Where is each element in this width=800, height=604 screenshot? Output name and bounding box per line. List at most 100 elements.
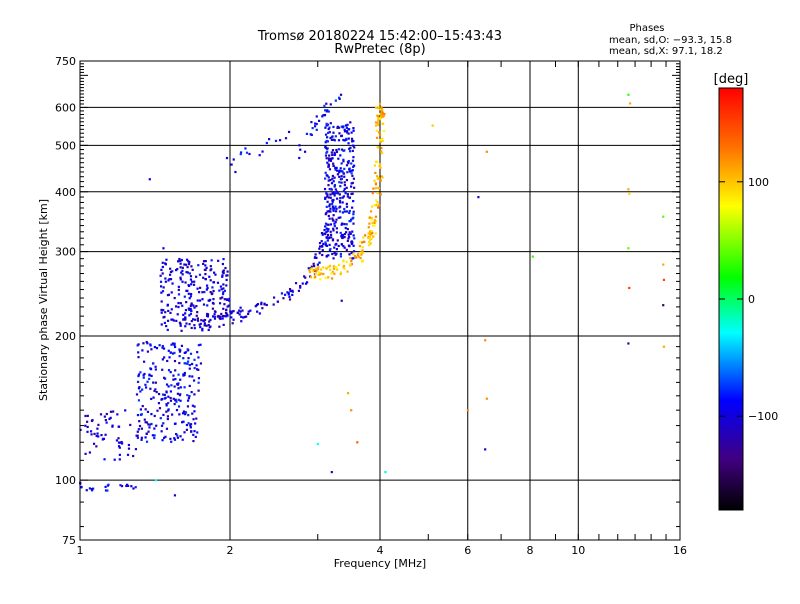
data-point (327, 179, 330, 182)
data-point (360, 260, 364, 263)
data-point (181, 304, 184, 307)
data-point (352, 144, 355, 147)
data-point (135, 393, 139, 396)
data-point (347, 233, 350, 236)
data-point (346, 227, 349, 231)
data-point (345, 130, 349, 133)
data-point (263, 302, 266, 305)
data-point (152, 381, 155, 384)
data-point (337, 216, 340, 219)
data-point (628, 192, 631, 196)
data-point (301, 282, 304, 285)
data-point (116, 413, 119, 416)
data-point (160, 430, 163, 433)
data-point (230, 316, 233, 319)
data-point (171, 342, 175, 345)
data-point (161, 265, 164, 269)
data-point (287, 292, 290, 295)
data-point (359, 240, 362, 244)
data-point (196, 317, 199, 320)
data-point (347, 132, 350, 135)
data-point (321, 233, 324, 236)
data-point (181, 269, 184, 272)
data-point (220, 312, 223, 316)
data-point (327, 184, 330, 187)
data-point (173, 438, 177, 441)
phases-o-stats: mean, sd,O: −93.3, 15.8 (609, 35, 732, 46)
data-point (161, 261, 164, 264)
data-point (109, 416, 112, 419)
data-point (97, 423, 100, 426)
data-point (136, 380, 140, 383)
data-point (342, 266, 345, 269)
data-point (331, 149, 335, 152)
data-point (340, 169, 343, 173)
data-point (327, 165, 330, 168)
data-point (225, 156, 229, 160)
data-point (173, 342, 176, 345)
data-point (221, 270, 225, 273)
data-point (313, 256, 317, 259)
data-point (202, 260, 206, 263)
data-point (192, 439, 195, 443)
data-point (108, 417, 111, 421)
data-point (361, 246, 364, 249)
data-point (223, 315, 227, 318)
data-point (304, 276, 307, 279)
data-point (342, 149, 345, 152)
data-point (328, 205, 331, 208)
data-point (155, 346, 159, 350)
data-point (203, 290, 206, 294)
data-point (368, 235, 371, 238)
data-point (339, 252, 342, 256)
data-point (175, 408, 179, 412)
data-point (195, 275, 198, 278)
data-point (168, 356, 171, 359)
data-point (185, 423, 189, 427)
data-point (314, 273, 317, 276)
data-point (120, 484, 124, 488)
data-point (104, 489, 108, 492)
data-point (95, 445, 98, 448)
data-point (348, 253, 351, 256)
data-point (338, 171, 341, 174)
data-point (485, 150, 488, 153)
data-point (170, 384, 173, 387)
data-point (160, 291, 163, 294)
data-point (367, 232, 370, 235)
data-point (230, 312, 233, 315)
data-point (221, 317, 224, 320)
data-point (338, 193, 341, 196)
data-point (350, 192, 353, 196)
data-point (329, 196, 332, 199)
data-point (372, 235, 375, 238)
data-point (346, 131, 349, 134)
data-point (333, 246, 336, 249)
data-point (326, 195, 329, 198)
data-point (322, 266, 325, 269)
data-point (350, 137, 354, 140)
data-point (333, 251, 336, 254)
data-point (326, 200, 329, 203)
data-point (193, 358, 196, 361)
data-point (175, 305, 178, 308)
x-tick-label: 6 (464, 544, 471, 557)
data-point (166, 359, 169, 363)
data-point (338, 96, 341, 99)
data-point (247, 310, 250, 313)
data-point (377, 204, 381, 207)
data-point (239, 151, 243, 154)
data-point (373, 179, 376, 182)
data-point (327, 131, 330, 134)
data-point (291, 290, 294, 293)
data-point (333, 153, 336, 157)
data-point (332, 180, 335, 183)
data-point (352, 222, 355, 225)
data-point (163, 376, 166, 379)
data-point (105, 421, 108, 424)
data-point (351, 174, 354, 177)
data-point (150, 413, 153, 416)
data-point (337, 192, 340, 195)
data-point (195, 364, 198, 367)
data-point (209, 279, 212, 282)
